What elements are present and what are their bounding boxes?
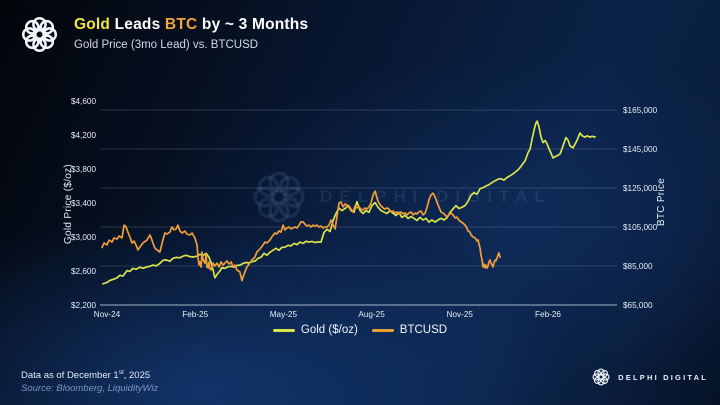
watermark-text: DELPHI DIGITAL (320, 187, 552, 206)
left-axis-tick-label: $3,400 (71, 199, 96, 208)
data-as-of-text: Data as of December 1st, 2025 (21, 369, 151, 382)
chart-subtitle: Gold Price (3mo Lead) vs. BTCUSD (74, 39, 259, 52)
page-title: Gold Leads BTC by ~ 3 Months (74, 14, 308, 36)
series-line-btcusd (101, 190, 501, 282)
x-axis-tick-label: Aug-25 (358, 310, 385, 319)
legend-swatch (272, 328, 295, 332)
x-axis-tick-label: Nov-24 (94, 310, 121, 319)
footer-note: Data as of December 1st, 2025 Source: Bl… (21, 369, 158, 396)
left-axis-tick-label: $4,200 (71, 131, 96, 140)
left-axis-tick-label: $2,200 (71, 301, 96, 310)
source-text: Source: Bloomberg, LiquidityWiz (21, 382, 159, 394)
chart-legend: Gold ($/oz) BTCUSD (0, 324, 720, 336)
x-axis-tick-label: May-25 (270, 310, 298, 319)
legend-label: BTCUSD (399, 324, 448, 336)
left-axis-tick-label: $3,000 (71, 233, 96, 242)
title-part: BTC (164, 16, 198, 33)
left-axis-tick-label: $4,600 (71, 97, 96, 106)
title-part: Leads (110, 16, 165, 33)
right-axis-tick-label: $65,000 (623, 301, 653, 310)
legend-item-btcusd: BTCUSD (371, 324, 448, 336)
brand-lockup: DELPHI DIGITAL (592, 368, 708, 386)
x-axis-tick-label: Nov-25 (447, 310, 474, 319)
legend-label: Gold ($/oz) (300, 324, 358, 336)
watermark: DELPHI DIGITAL (252, 170, 552, 224)
right-axis-tick-label: $85,000 (623, 262, 653, 271)
right-axis-tick-label: $165,000 (623, 106, 658, 115)
left-axis-tick-label: $2,600 (71, 267, 96, 276)
title-part: by ~ 3 Months (197, 16, 309, 33)
legend-swatch (371, 328, 394, 332)
header: Gold Leads BTC by ~ 3 Months Gold Price … (21, 14, 308, 53)
brand-wordmark: DELPHI DIGITAL (618, 372, 708, 382)
header-text: Gold Leads BTC by ~ 3 Months Gold Price … (74, 14, 308, 51)
right-axis-tick-label: $145,000 (623, 145, 658, 154)
title-part: Gold (74, 16, 111, 33)
right-axis-tick-label: $125,000 (623, 184, 658, 193)
x-axis-tick-label: Feb-26 (535, 310, 561, 319)
brand-knot-icon (592, 368, 610, 386)
x-axis-tick-label: Feb-25 (182, 310, 208, 319)
legend-item-gold: Gold ($/oz) (272, 324, 358, 336)
right-axis-tick-label: $105,000 (623, 223, 658, 232)
series-line-gold (102, 120, 596, 285)
left-axis-tick-label: $3,800 (71, 165, 96, 174)
